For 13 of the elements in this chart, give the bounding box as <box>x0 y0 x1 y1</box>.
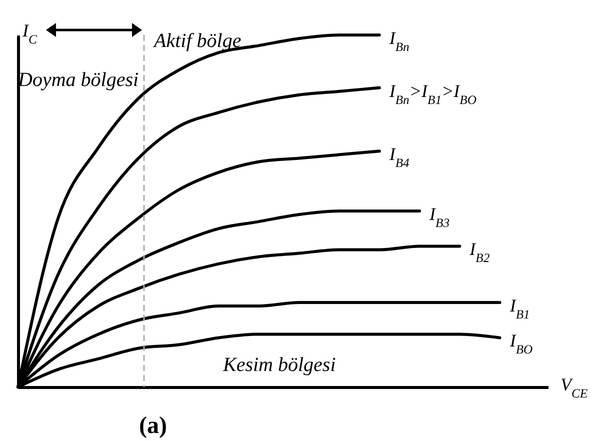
annotation: Doyma bölgesi <box>17 69 139 91</box>
series-label: I$_{B3}$ <box>428 204 450 230</box>
annotation: Kesim bölgesi <box>222 354 336 376</box>
series-label: I$_{B1}$ <box>508 296 530 322</box>
series-label: I$_{Bn}$ <box>388 28 410 54</box>
text: (a) <box>139 413 167 439</box>
series-label: I$_{B4}$ <box>388 144 410 170</box>
x-axis-title: V$_{CE}$ <box>560 374 588 400</box>
series-label: I$_{Bn}$>I$_{B1}$>I$_{BO}$ <box>388 80 476 107</box>
series-label: I$_{B2}$ <box>468 239 490 266</box>
y-axis-title: I$_{C}$ <box>22 20 38 46</box>
annotation: Aktif bölge <box>152 30 242 52</box>
series-label: I$_{BO}$ <box>508 330 533 357</box>
